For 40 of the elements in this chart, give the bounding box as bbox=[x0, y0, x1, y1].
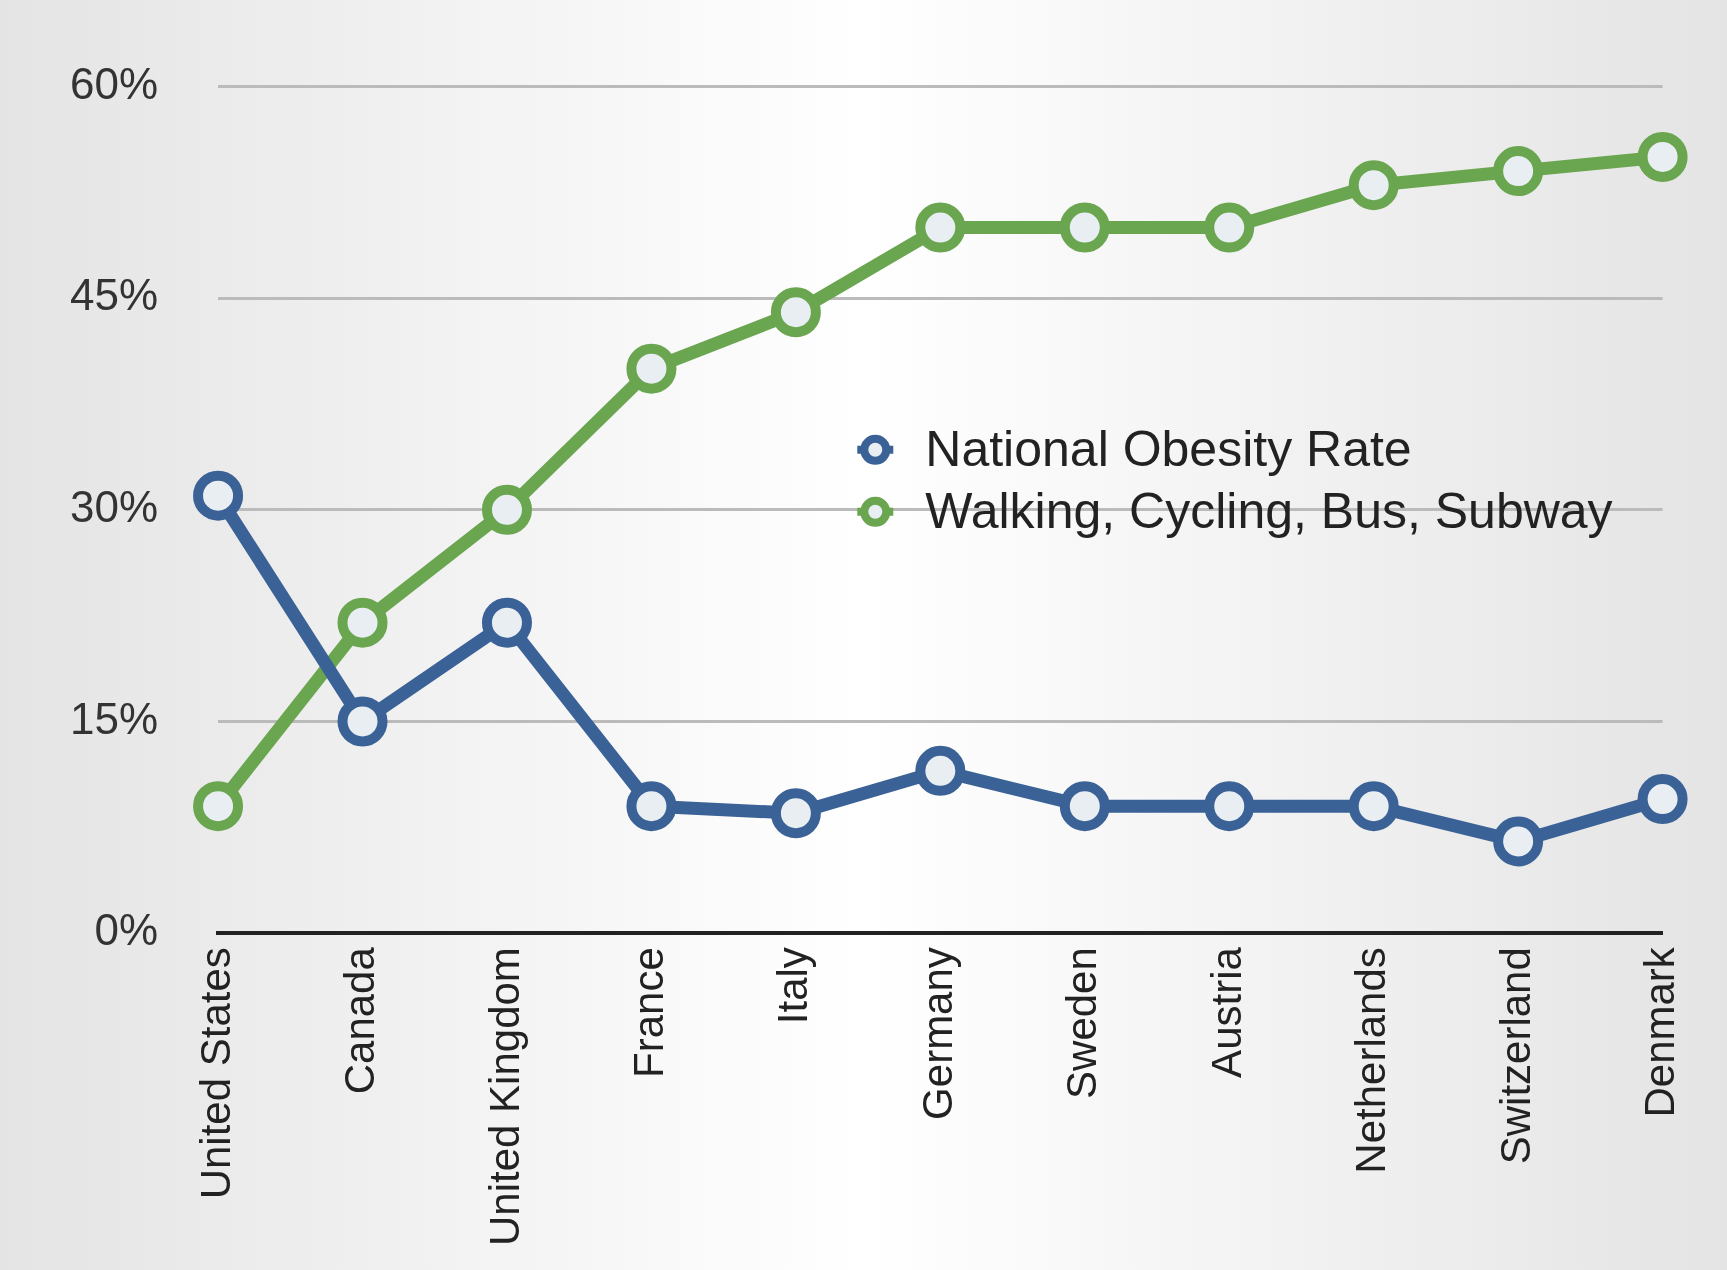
y-tick-label: 0% bbox=[94, 905, 159, 955]
x-tick-label: United States bbox=[191, 947, 239, 1200]
x-tick-label: Austria bbox=[1202, 946, 1250, 1078]
point bbox=[770, 788, 821, 839]
point bbox=[1204, 202, 1255, 253]
y-tick-label: 45% bbox=[69, 270, 159, 320]
point bbox=[1637, 774, 1688, 825]
point bbox=[481, 597, 532, 648]
x-tick-label: Sweden bbox=[1058, 947, 1106, 1099]
point bbox=[481, 484, 532, 535]
point bbox=[337, 696, 388, 747]
point bbox=[626, 781, 677, 832]
point bbox=[770, 287, 821, 338]
x-tick-label: United Kingdom bbox=[480, 947, 528, 1246]
y-tick-label: 60% bbox=[69, 58, 159, 108]
legend-label: Walking, Cycling, Bus, Subway bbox=[925, 482, 1613, 539]
point bbox=[1348, 781, 1399, 832]
point bbox=[626, 343, 677, 394]
x-tick-label: Switzerland bbox=[1491, 947, 1539, 1165]
point bbox=[1637, 131, 1688, 182]
x-tick-label: Netherlands bbox=[1347, 947, 1395, 1174]
point bbox=[1059, 781, 1110, 832]
point bbox=[1204, 781, 1255, 832]
point bbox=[193, 470, 244, 521]
point bbox=[1348, 160, 1399, 211]
x-tick-label: France bbox=[625, 947, 672, 1078]
y-tick-label: 15% bbox=[69, 693, 159, 743]
x-tick-label: Denmark bbox=[1636, 946, 1684, 1118]
point bbox=[1493, 146, 1544, 197]
x-tick-label: Canada bbox=[336, 946, 384, 1095]
point bbox=[915, 202, 966, 253]
point bbox=[1059, 202, 1110, 253]
point bbox=[193, 781, 244, 832]
point bbox=[915, 745, 966, 796]
y-tick-label: 30% bbox=[69, 481, 159, 531]
point bbox=[337, 597, 388, 648]
x-tick-label: Italy bbox=[769, 947, 817, 1025]
point bbox=[1493, 816, 1544, 867]
x-tick-label: Germany bbox=[913, 947, 961, 1120]
legend-label: National Obesity Rate bbox=[925, 420, 1412, 477]
